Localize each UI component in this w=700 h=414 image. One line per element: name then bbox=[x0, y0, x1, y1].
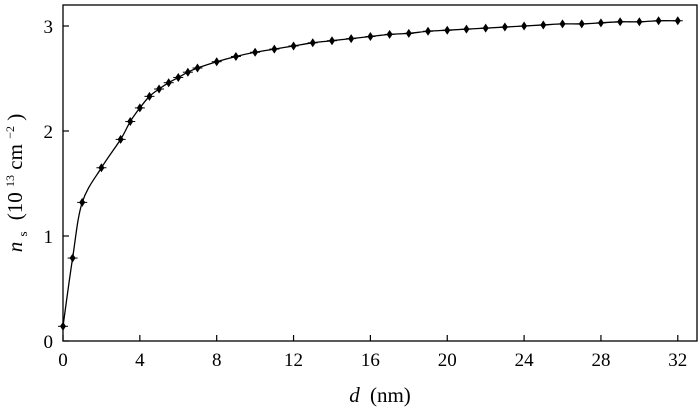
x-axis-label-unit: (nm) bbox=[370, 383, 411, 407]
plot-frame bbox=[62, 4, 698, 342]
y-axis-label: n s (10 13 cm −2 ) bbox=[0, 114, 32, 253]
series-layer bbox=[58, 16, 683, 331]
x-tick-label: 16 bbox=[361, 350, 380, 371]
x-axis-label-variable: d bbox=[349, 383, 360, 407]
y-tick-label: 2 bbox=[44, 122, 54, 143]
x-axis-ticks: 0 4 8 12 16 20 24 28 32 bbox=[58, 335, 687, 371]
y-axis-ticks: 0 1 2 3 bbox=[44, 17, 69, 353]
series-line bbox=[62, 20, 678, 327]
y-tick-label: 3 bbox=[44, 17, 54, 38]
y-axis-label-open: (10 bbox=[3, 192, 27, 220]
x-tick-label: 4 bbox=[135, 350, 145, 371]
x-tick-label: 12 bbox=[284, 350, 303, 371]
svg-text:n s (10: n s (10 13 cm −2 ) bbox=[0, 114, 32, 253]
x-axis-label: d (nm) bbox=[349, 383, 411, 407]
x-tick-label: 20 bbox=[438, 350, 457, 371]
x-tick-label: 32 bbox=[668, 350, 687, 371]
y-tick-label: 1 bbox=[44, 227, 54, 248]
y-axis-label-subscript: s bbox=[15, 231, 30, 236]
x-tick-label: 24 bbox=[515, 350, 535, 371]
y-axis-label-unit-exponent: −2 bbox=[3, 126, 17, 139]
x-tick-label: 28 bbox=[591, 350, 610, 371]
y-axis-label-exponent: 13 bbox=[3, 175, 17, 187]
x-tick-label: 8 bbox=[212, 350, 222, 371]
y-tick-label: 0 bbox=[44, 332, 54, 353]
x-tick-label: 0 bbox=[58, 350, 68, 371]
y-axis-label-variable: n bbox=[3, 242, 27, 253]
y-axis-label-unit: cm bbox=[3, 144, 27, 170]
y-axis-label-close: ) bbox=[3, 114, 27, 121]
